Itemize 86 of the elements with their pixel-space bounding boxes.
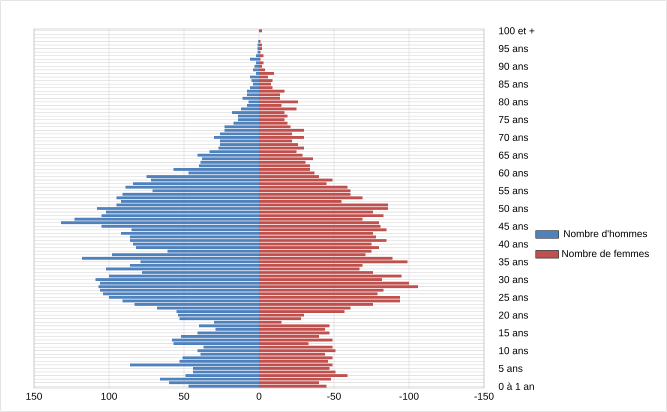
y-tick-label: 60 ans [498,169,528,177]
x-tick-label: 150 [26,392,42,400]
legend-label: Nombre de femmes [562,250,649,258]
bar [259,108,296,110]
x-tick-label: -50 [327,392,341,400]
bar [259,82,271,86]
bar [220,143,259,146]
bar [259,204,388,206]
bar [253,82,259,86]
y-tick-label: 80 ans [498,98,528,106]
bar [232,111,259,114]
bar [100,282,259,285]
bar [178,314,259,317]
bar [259,300,400,302]
bar [254,64,259,68]
bar [130,239,259,242]
bar [136,246,259,250]
bar [259,100,298,104]
bar [259,47,262,50]
y-tick-label: 5 ans [498,364,522,372]
bar [106,268,259,270]
bar [259,44,262,46]
bar [259,136,304,139]
bar [253,68,259,72]
bar [259,207,388,210]
bar [259,239,386,242]
bar [259,296,400,299]
bar [259,146,304,150]
bar [259,114,288,118]
y-tick-label: 40 ans [498,240,528,248]
bar [250,76,259,78]
y-tick-label: 95 ans [498,45,528,52]
bar [172,338,259,342]
bar [259,54,264,58]
bar [259,214,384,218]
y-tick-label: 10 ans [499,347,528,354]
bar [174,168,259,171]
y-tick-label: 20 ans [498,312,528,319]
bar [96,278,259,282]
bar [259,118,284,122]
x-tick-label: -150 [474,392,494,400]
bar [259,363,332,366]
bar [160,378,259,381]
bar [259,246,379,250]
bar [116,196,259,200]
bar [120,232,259,235]
bar [120,200,259,203]
y-tick-label: 90 ans [498,62,528,70]
bar [214,136,259,139]
bar [252,79,259,82]
y-tick-label: 55 ans [498,187,528,194]
bar [259,79,272,82]
bar [97,207,259,210]
x-tick-label: 100 [101,392,117,400]
bar [259,164,310,168]
bar [259,331,330,334]
y-tick-label: 25 ans [498,294,528,301]
y-tick-label: 70 ans [498,134,528,141]
x-tick-label: -100 [399,392,419,400]
y-tick-label: 75 ans [498,116,528,124]
bar [130,363,259,366]
bar [259,196,362,200]
y-tick-label: 100 et + [499,27,534,34]
y-tick-label: 30 ans [498,276,528,284]
bar [133,242,259,246]
y-tick-label: 45 ans [498,222,528,230]
bar [259,374,348,377]
bar [174,342,259,345]
legend-label: Nombre d'hommes [564,230,648,238]
bar [259,178,332,182]
y-tick-label: 85 ans [498,80,528,88]
y-tick-label: 65 ans [498,152,528,159]
bar [259,64,262,68]
x-tick-label: 50 [178,392,190,400]
bar [146,175,259,178]
y-tick-label: 15 ans [499,329,528,336]
bar [259,72,274,75]
bar [250,86,259,90]
y-tick-label: 35 ans [498,258,528,266]
y-tick-label: 50 ans [498,204,528,212]
bar [259,338,332,342]
y-tick-label: 0 à 1 an [498,382,534,390]
bar [259,274,402,278]
bar [259,346,332,349]
x-tick-label: 0 [256,392,262,400]
bar [259,228,386,232]
